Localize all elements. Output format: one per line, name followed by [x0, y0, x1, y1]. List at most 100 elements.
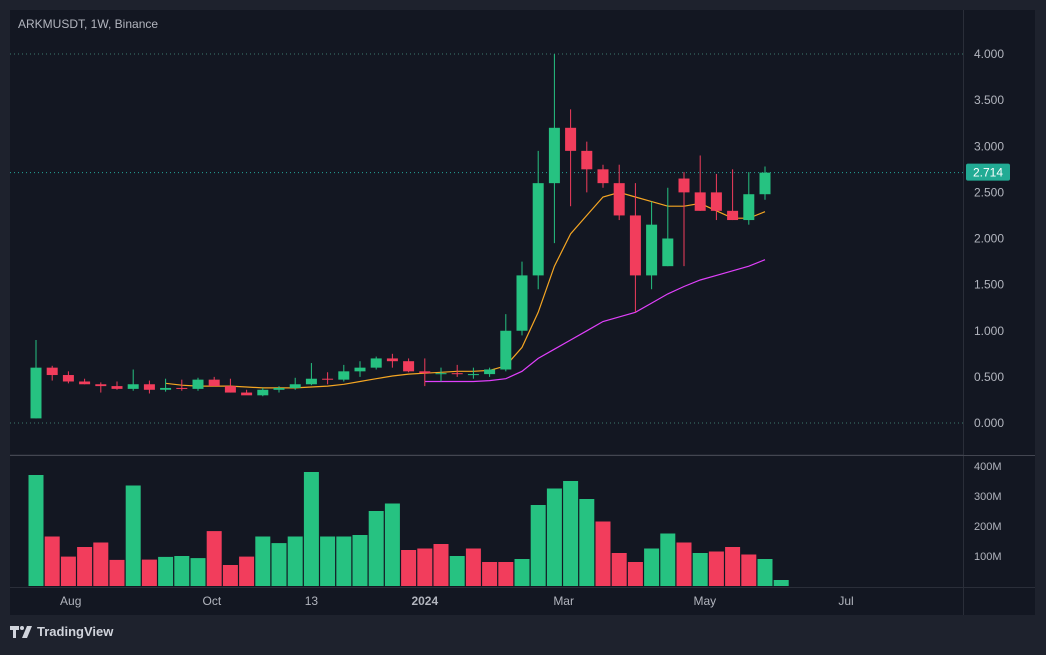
candle-body [192, 379, 204, 389]
price-tick-label: 0.000 [974, 416, 1004, 430]
volume-bar [741, 554, 757, 586]
chart-title: ARKMUSDT, 1W, Binance [18, 17, 158, 31]
candle-body [224, 386, 236, 393]
candle-body [419, 371, 431, 374]
price-tick-label: 3.000 [974, 139, 1004, 153]
candle-body [532, 183, 544, 276]
candle-body [451, 373, 463, 375]
candle-body [289, 384, 301, 388]
time-tick-label: Oct [203, 594, 222, 608]
candle-body [95, 384, 107, 387]
candle-body [241, 392, 253, 396]
candle-body [62, 375, 74, 382]
candle-body [467, 374, 479, 376]
volume-bar [530, 505, 546, 586]
candle-body [143, 384, 155, 390]
candle-body [338, 371, 350, 380]
candle-body [743, 194, 755, 221]
volume-bar [725, 547, 741, 586]
candle-body [565, 127, 577, 151]
candle-body [370, 358, 382, 368]
price-tick-label: 1.000 [974, 324, 1004, 338]
candle-body [208, 379, 220, 387]
price-tick-label: 2.000 [974, 232, 1004, 246]
volume-bar [384, 503, 400, 586]
volume-tick-label: 200M [974, 521, 1002, 533]
candle-body [727, 210, 739, 221]
price-tick-label: 3.500 [974, 93, 1004, 107]
price-scale[interactable] [964, 10, 1035, 587]
volume-bar [239, 556, 255, 586]
volume-bars [28, 472, 789, 586]
current-price-label: 2.714 [973, 166, 1003, 180]
volume-bar [676, 542, 692, 586]
price-gridlines [10, 53, 963, 424]
volume-bar [109, 559, 125, 586]
candle-body [257, 389, 269, 396]
candle-body [629, 215, 641, 276]
volume-bar [514, 559, 530, 586]
volume-bar [190, 558, 206, 586]
candle-body [160, 387, 172, 390]
candle-body [435, 373, 447, 375]
volume-bar [158, 556, 174, 586]
tradingview-logo[interactable]: TradingView [10, 624, 113, 639]
candle-body [581, 150, 593, 170]
volume-bar [708, 551, 724, 586]
candlesticks [30, 54, 771, 419]
volume-bar [174, 556, 190, 586]
candle-body [30, 367, 42, 419]
candle-body [678, 178, 690, 193]
time-tick-label: May [693, 594, 716, 608]
axis-labels: 4.000 3.500 3.000 2.500 2.000 1.500 1.000 0.500… [60, 47, 1010, 608]
volume-tick-label: 100M [974, 551, 1002, 563]
volume-bar [465, 548, 481, 586]
brand-name: TradingView [37, 624, 114, 639]
volume-bar [352, 535, 368, 586]
price-tick-label: 0.500 [974, 370, 1004, 384]
candle-body [646, 224, 658, 276]
volume-tick-label: 400M [974, 461, 1002, 473]
ma-slow-line [424, 259, 766, 383]
volume-bar [773, 580, 789, 586]
candle-body [79, 381, 91, 385]
ma-fast-line [165, 191, 766, 389]
candle-body [46, 367, 58, 376]
volume-bar [644, 548, 660, 586]
volume-bar [579, 499, 595, 586]
time-tick-label: Mar [553, 594, 574, 608]
moving-averages [165, 191, 766, 389]
price-pane[interactable] [10, 10, 963, 454]
volume-bar [417, 548, 433, 586]
volume-bar [287, 536, 303, 586]
volume-bar [498, 562, 514, 586]
price-tick-label: 4.000 [974, 47, 1004, 61]
volume-bar [125, 485, 141, 586]
candle-body [694, 192, 706, 211]
candle-body [403, 361, 415, 372]
candle-body [322, 378, 334, 380]
volume-bar [482, 562, 498, 586]
time-scale[interactable] [10, 588, 1035, 615]
volume-bar [303, 472, 319, 586]
current-price-badge [966, 163, 1010, 181]
volume-bar [336, 536, 352, 586]
candle-body [516, 275, 528, 331]
candle-body [305, 378, 317, 385]
volume-bar [546, 488, 562, 586]
volume-bar [320, 536, 336, 586]
volume-bar [206, 531, 222, 586]
candle-body [386, 358, 398, 362]
volume-bar [563, 481, 579, 586]
tradingview-icon [10, 625, 32, 638]
candle-body [176, 387, 188, 389]
candle-body [710, 192, 722, 211]
price-tick-label: 1.500 [974, 278, 1004, 292]
volume-bar [255, 536, 271, 586]
volume-bar [692, 553, 708, 586]
time-tick-label: 2024 [411, 594, 438, 608]
candle-body [273, 387, 285, 390]
candle-body [613, 183, 625, 216]
